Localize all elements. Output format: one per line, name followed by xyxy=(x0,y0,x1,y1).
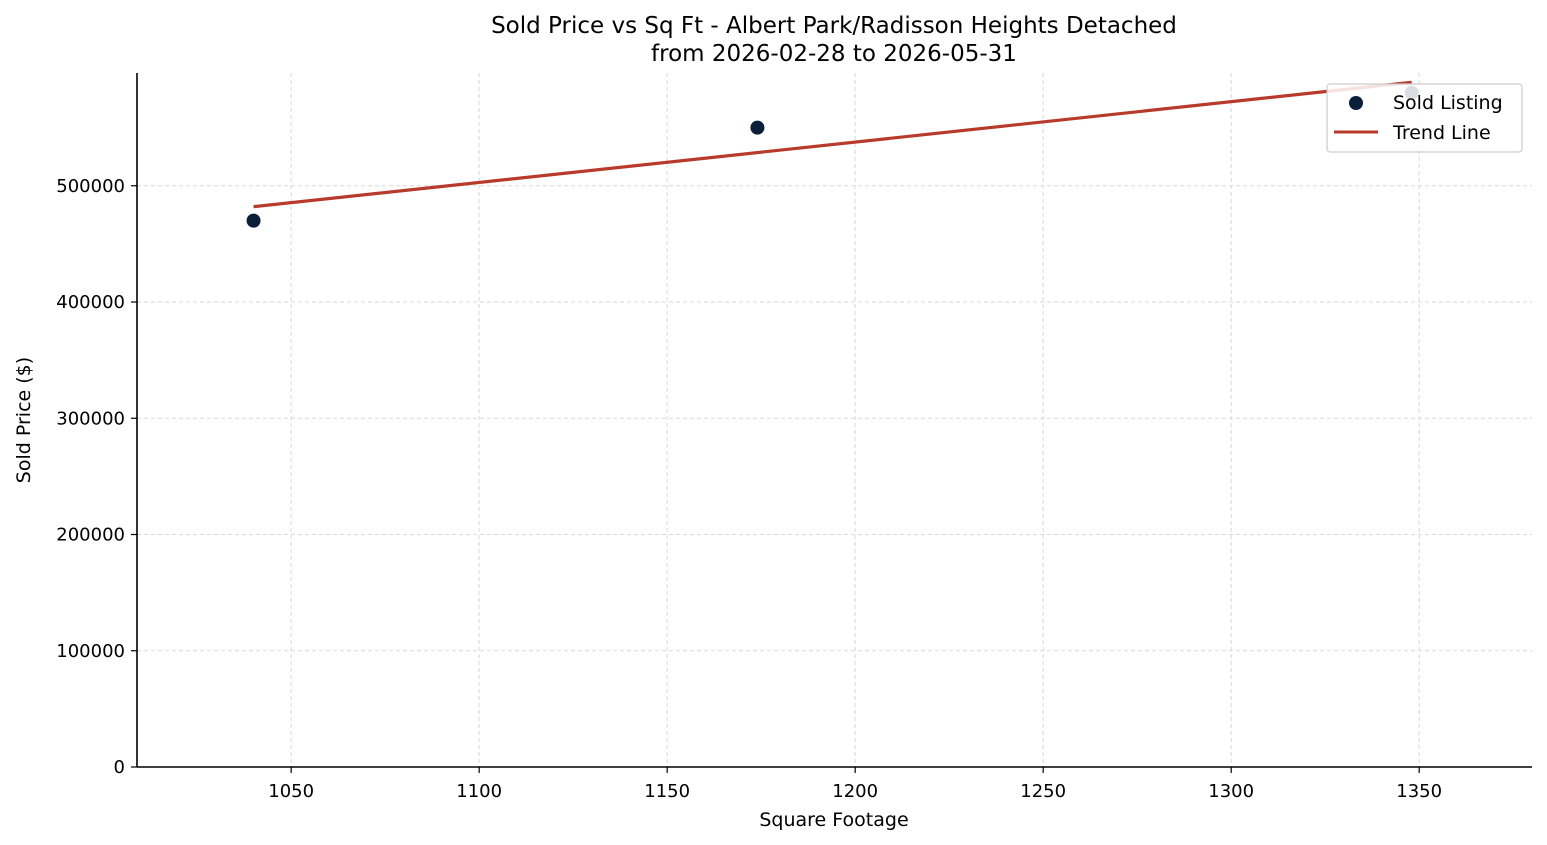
legend-box xyxy=(1326,83,1523,153)
x-axis-label: Square Footage xyxy=(759,809,908,831)
x-tick-label: 1300 xyxy=(1208,781,1254,802)
x-tick-label: 1250 xyxy=(1020,781,1066,802)
y-tick-label: 100000 xyxy=(56,641,125,662)
legend-label-sold-listing: Sold Listing xyxy=(1393,92,1503,114)
y-tick-label: 500000 xyxy=(56,176,125,197)
sold-listing-point xyxy=(246,213,261,228)
x-ticks: 1050 1100 1150 1200 1250 1300 1350 xyxy=(268,767,1442,802)
x-tick-label: 1100 xyxy=(456,781,502,802)
x-tick-label: 1050 xyxy=(268,781,314,802)
legend-label-trend-line: Trend Line xyxy=(1392,122,1491,144)
y-tick-label: 400000 xyxy=(56,292,125,313)
y-ticks: 0 100000 200000 300000 400000 500000 xyxy=(56,176,137,778)
legend: Sold Listing Trend Line xyxy=(1326,83,1523,153)
x-tick-label: 1200 xyxy=(832,781,878,802)
y-tick-label: 0 xyxy=(114,757,125,778)
y-axis-label: Sold Price ($) xyxy=(13,357,35,483)
axes xyxy=(136,73,1532,768)
grid-lines xyxy=(137,73,1532,767)
chart-subtitle: from 2026-02-28 to 2026-05-31 xyxy=(651,41,1017,67)
series xyxy=(246,80,1419,228)
x-tick-label: 1350 xyxy=(1396,781,1442,802)
y-tick-label: 200000 xyxy=(56,525,125,546)
x-tick-label: 1150 xyxy=(644,781,690,802)
trend-line xyxy=(253,80,1412,209)
sold-listing-point xyxy=(750,120,765,135)
chart-title: Sold Price vs Sq Ft - Albert Park/Radiss… xyxy=(491,13,1177,39)
y-tick-label: 300000 xyxy=(56,408,125,429)
legend-marker-sold-listing xyxy=(1349,96,1363,110)
